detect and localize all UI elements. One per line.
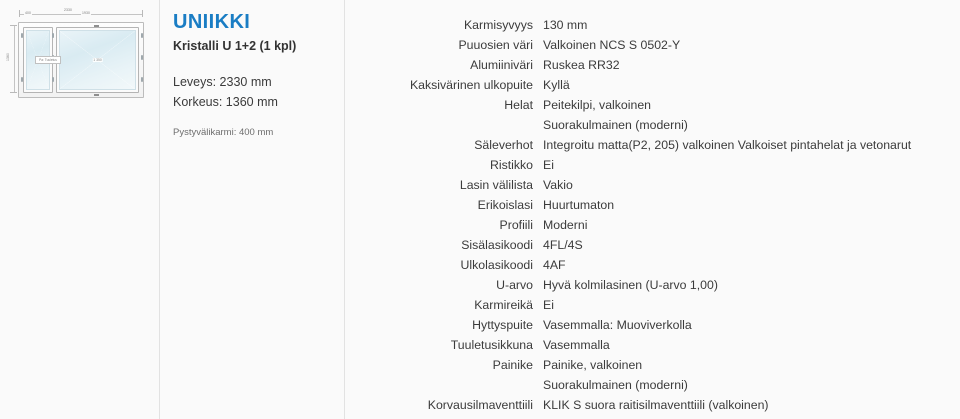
page-title: UNIIKKI xyxy=(173,11,251,33)
product-dimensions: Leveys: 2330 mm Korkeus: 1360 mm xyxy=(173,72,344,112)
window-outer-frame: 1 350 Pa: Tuuletus xyxy=(18,22,144,98)
spec-value: Painike, valkoinen xyxy=(543,358,643,372)
hinge-icon xyxy=(21,33,23,38)
spec-label: Hyttyspuite xyxy=(472,318,533,332)
spec-value: Hyvä kolmilasinen (U-arvo 1,00) xyxy=(543,278,718,292)
specification-table: Karmisyvyys 130 mm Puuosien väri Valkoinen … xyxy=(345,15,960,419)
product-subtitle: Kristalli U 1+2 (1 kpl) xyxy=(173,39,297,53)
product-mullion: Pystyvälikarmi: 400 mm xyxy=(173,127,274,138)
spec-value: Ei xyxy=(543,298,554,312)
center-tick-top-icon xyxy=(94,25,99,27)
spec-label xyxy=(345,375,543,395)
spec-value: Suorakulmainen (moderni) xyxy=(543,378,688,392)
hinge-icon xyxy=(52,33,54,38)
center-tick-bottom-icon xyxy=(94,94,99,96)
hinge-icon xyxy=(52,77,54,82)
spec-value: 4AF xyxy=(543,258,566,272)
spec-label: Alumiiniväri xyxy=(470,58,533,72)
table-row: Hyttyspuite Vasemmalla: Muoviverkolla xyxy=(345,315,960,335)
table-row: Alumiiniväri Ruskea RR32 xyxy=(345,55,960,75)
dimension-label-right-pane: 1930 xyxy=(81,11,91,15)
spec-value: Integroitu matta(P2, 205) valkoinen Valk… xyxy=(543,138,912,152)
dimension-label-left-pane: 400 xyxy=(24,11,32,15)
spec-value: 130 mm xyxy=(543,18,588,32)
spec-label: Erikoislasi xyxy=(477,198,533,212)
specification-table-body: Karmisyvyys 130 mm Puuosien väri Valkoinen … xyxy=(345,15,960,419)
spec-label xyxy=(345,115,543,135)
dimension-label-height: 1360 xyxy=(5,52,10,62)
spec-value: Vakio xyxy=(543,178,573,192)
spec-value: Vasemmalla xyxy=(543,338,610,352)
window-sash-right: 1 350 xyxy=(56,27,139,93)
product-height: Korkeus: 1360 mm xyxy=(173,95,278,109)
spec-label: Sisälasikoodi xyxy=(461,238,533,252)
dimension-line-height xyxy=(10,25,17,93)
table-row: Helat Peitekilpi, valkoinen xyxy=(345,95,960,115)
spec-label: Lasin välilista xyxy=(459,178,533,192)
spec-label: Korvausilmaventtiili xyxy=(427,398,533,412)
glass-dimension-label: 1 350 xyxy=(92,58,103,62)
spec-value: Kyllä xyxy=(543,78,570,92)
spec-value: Huurtumaton xyxy=(543,198,615,212)
table-row: Ulkolasikoodi 4AF xyxy=(345,255,960,275)
spec-label: Painike xyxy=(492,358,533,372)
spec-value: Vasemmalla: Muoviverkolla xyxy=(543,318,692,332)
specification-panel: Karmisyvyys 130 mm Puuosien väri Valkoinen … xyxy=(345,0,960,419)
window-elevation-drawing: 2330 400 1930 1360 1 350 xyxy=(5,8,153,101)
spec-value: KLIK S suora raitisilmaventtiili (valkoi… xyxy=(543,398,769,412)
table-row: Kaksivärinen ulkopuite Kyllä xyxy=(345,75,960,95)
spec-value: Valkoinen NCS S 0502-Y xyxy=(543,38,681,52)
spec-label: Karmireikä xyxy=(474,298,533,312)
table-row: Painike Painike, valkoinen xyxy=(345,355,960,375)
table-row: U-arvo Hyvä kolmilasinen (U-arvo 1,00) xyxy=(345,275,960,295)
product-summary-panel: UNIIKKI Kristalli U 1+2 (1 kpl) Leveys: … xyxy=(160,0,345,419)
table-row: Ristikko Ei xyxy=(345,155,960,175)
spec-label: Helat xyxy=(504,98,533,112)
hinge-icon xyxy=(141,55,143,60)
spec-label: Karmisyvyys xyxy=(463,18,533,32)
spec-value: Aukon 2 päälle xyxy=(543,415,960,419)
spec-label: Kaksivärinen ulkopuite xyxy=(409,78,533,92)
hinge-icon xyxy=(21,77,23,82)
table-row: Korvausilmaventtiili KLIK S suora raitisi… xyxy=(345,395,960,415)
table-row: Puuosien väri Valkoinen NCS S 0502-Y xyxy=(345,35,960,55)
spec-label: Säleverhot xyxy=(474,138,533,152)
spec-label: Ulkolasikoodi xyxy=(460,258,533,272)
table-row: Karmisyvyys 130 mm xyxy=(345,15,960,35)
window-handle-label: Pa: Tuuletus xyxy=(35,56,61,64)
table-row: Karmireikä Ei xyxy=(345,295,960,315)
spec-value: Ruskea RR32 xyxy=(543,58,620,72)
spec-label: U-arvo xyxy=(496,278,533,292)
spec-value: Peitekilpi, valkoinen xyxy=(543,98,652,112)
table-row: Suorakulmainen (moderni) xyxy=(345,115,960,135)
spec-value: Ei xyxy=(543,158,554,172)
table-row: Profiili Moderni xyxy=(345,215,960,235)
hinge-icon xyxy=(141,33,143,38)
spec-value: 4FL/4S xyxy=(543,238,583,252)
product-width: Leveys: 2330 mm xyxy=(173,75,272,89)
table-row: Suorakulmainen (moderni) xyxy=(345,375,960,395)
table-row: Säleverhot Integroitu matta(P2, 205) valk… xyxy=(345,135,960,155)
table-row: Erikoislasi Huurtumaton xyxy=(345,195,960,215)
window-glass-right: 1 350 xyxy=(59,30,136,90)
table-row: Tuuletusikkuna Vasemmalla xyxy=(345,335,960,355)
spec-label: Tuuletusikkuna xyxy=(450,338,533,352)
table-row: Venttiilin paikkaAukon 2 päälle xyxy=(345,415,960,419)
spec-value: Moderni xyxy=(543,218,588,232)
spec-label: Venttiilin paikka xyxy=(345,415,543,419)
table-row: Sisälasikoodi 4FL/4S xyxy=(345,235,960,255)
window-drawing-panel: 2330 400 1930 1360 1 350 xyxy=(0,0,160,419)
dimension-label-total-width: 2330 xyxy=(63,8,73,12)
spec-label: Puuosien väri xyxy=(458,38,533,52)
hinge-icon xyxy=(141,77,143,82)
table-row: Lasin välilista Vakio xyxy=(345,175,960,195)
spec-label: Profiili xyxy=(499,218,533,232)
spec-value: Suorakulmainen (moderni) xyxy=(543,118,688,132)
spec-label: Ristikko xyxy=(489,158,533,172)
